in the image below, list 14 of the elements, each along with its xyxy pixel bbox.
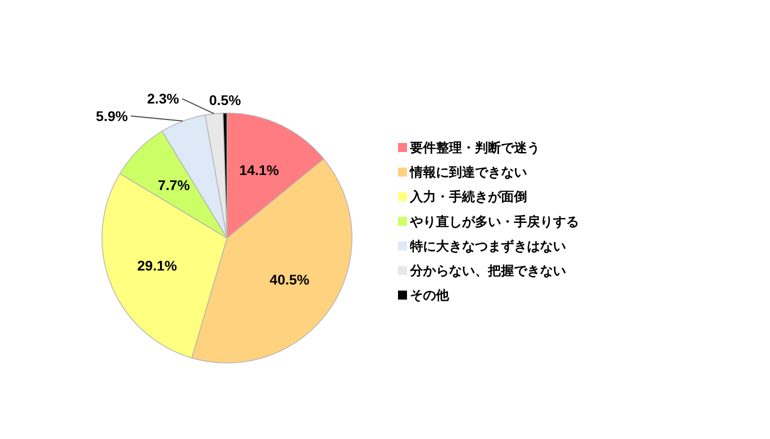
legend-label: 分からない、把握できない — [409, 263, 566, 278]
legend-label: 入力・手続きが面倒 — [409, 189, 527, 204]
data-label: 0.5% — [209, 92, 242, 108]
legend-label: その他 — [410, 288, 450, 303]
data-label: 14.1% — [239, 162, 280, 178]
data-label: 2.3% — [147, 90, 180, 107]
legend-label: やり直しが多い・手戻りする — [409, 214, 579, 229]
legend-label: 要件整理・判断で迷う — [409, 140, 540, 155]
data-label: 7.7% — [158, 177, 190, 194]
data-label: 5.9% — [96, 108, 128, 124]
legend-label: 特に大きなつまずきはない — [409, 238, 566, 254]
legend-label: 情報に到達できない — [409, 164, 527, 180]
data-label: 40.5% — [270, 271, 310, 288]
data-label: 29.1% — [137, 257, 178, 274]
